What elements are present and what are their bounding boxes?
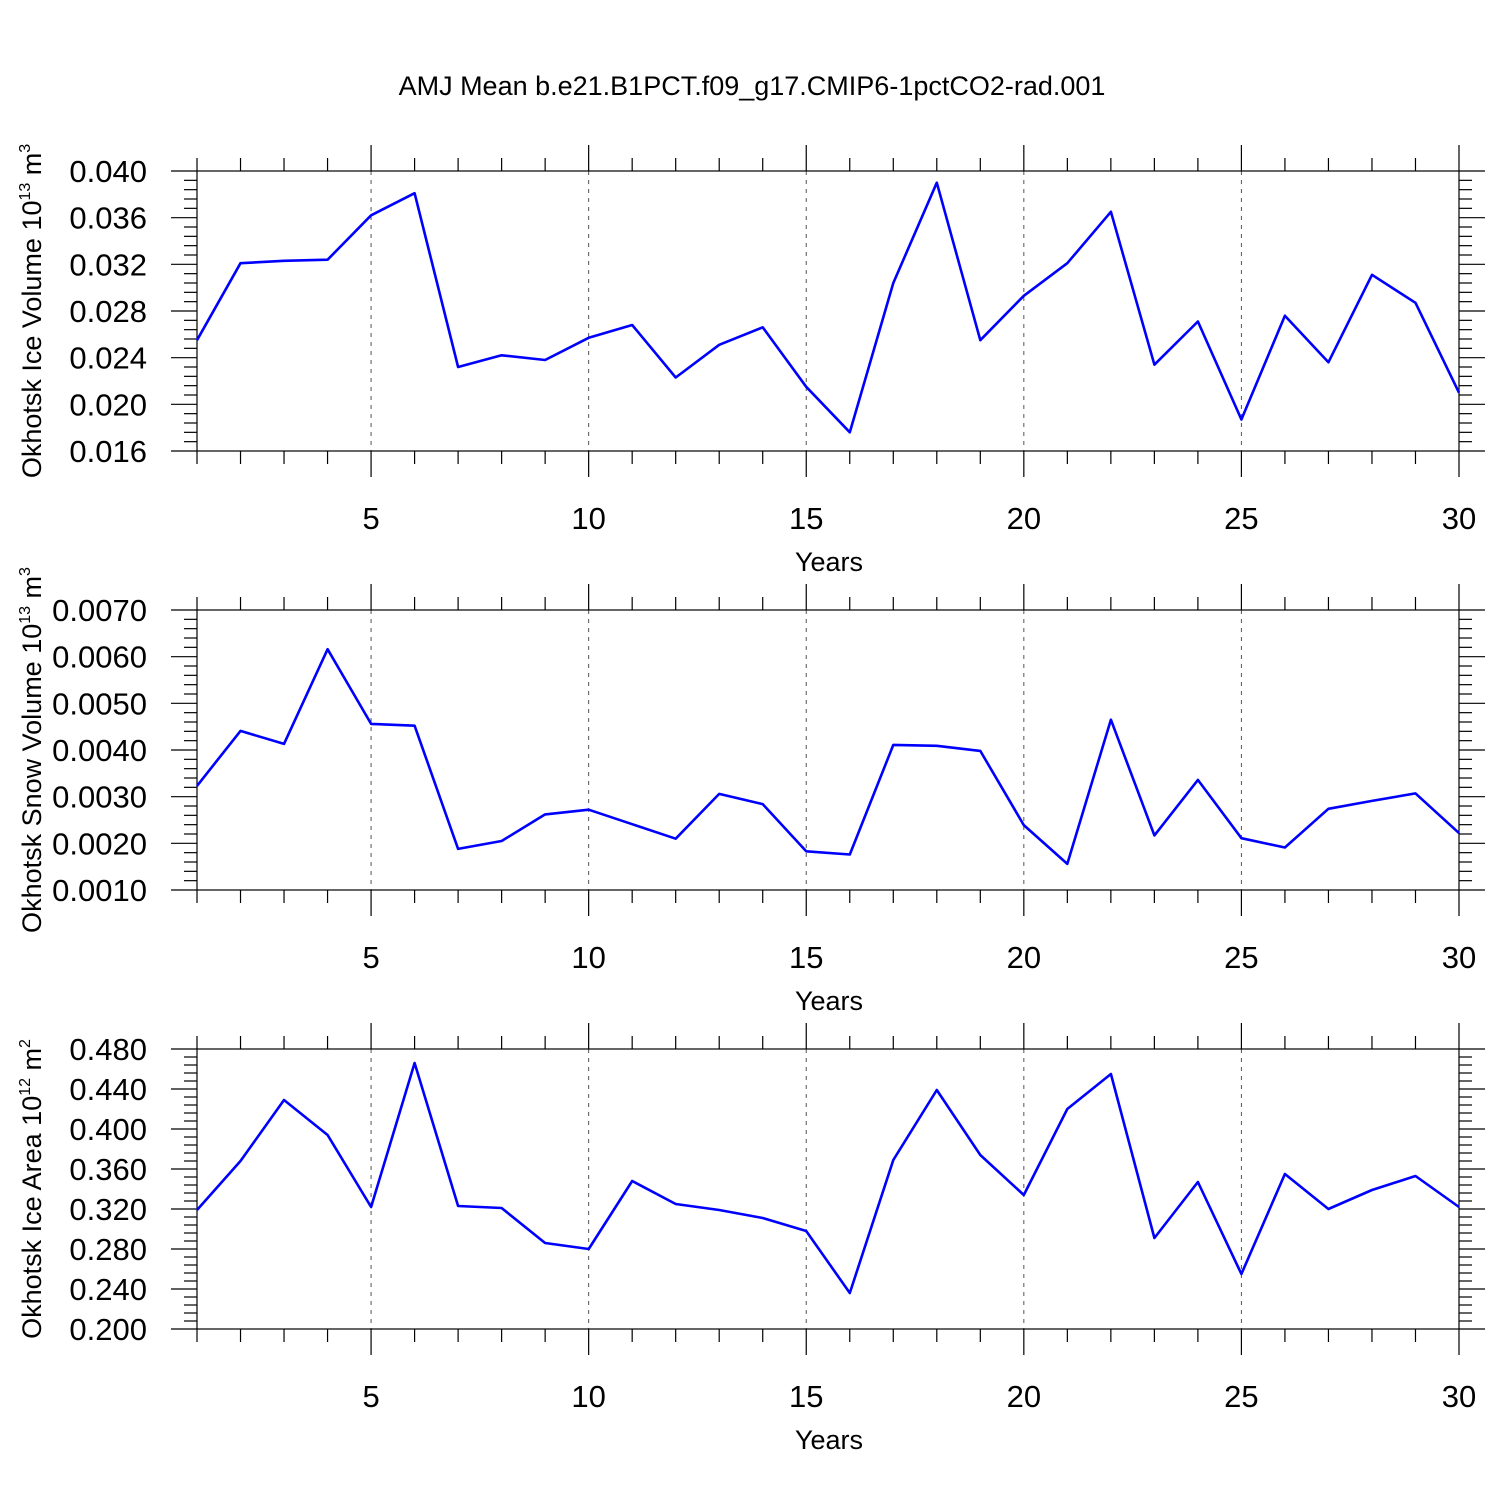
y-axis-title-part: Okhotsk Ice Volume 10 (17, 201, 47, 479)
x-tick-label: 5 (362, 501, 379, 536)
x-tick-label: 20 (1007, 1379, 1041, 1414)
y-tick-label: 0.400 (69, 1112, 147, 1147)
y-axis-title-superscript: 13 (17, 606, 34, 624)
data-series-line (195, 181, 1461, 434)
y-tick-label: 0.040 (69, 154, 147, 189)
y-axis-title-part: Okhotsk Ice Area 10 (17, 1096, 47, 1339)
data-series-line (195, 647, 1460, 866)
plot-frame (196, 1048, 1460, 1330)
x-tick-label: 10 (571, 940, 605, 975)
x-tick-label: 20 (1007, 501, 1041, 536)
y-tick-label: 0.0030 (52, 780, 147, 815)
x-tick-label: 30 (1442, 501, 1476, 536)
y-tick-label: 0.280 (69, 1232, 147, 1267)
x-tick-label: 15 (789, 501, 823, 536)
x-tick-label: 5 (362, 1379, 379, 1414)
y-tick-label: 0.020 (69, 387, 147, 422)
x-tick-label: 10 (571, 1379, 605, 1414)
plot-frame (196, 609, 1460, 891)
x-axis-title: Years (795, 547, 863, 577)
y-tick-label: 0.440 (69, 1072, 147, 1107)
y-tick-label: 0.0040 (52, 733, 147, 768)
y-axis-title-part: Okhotsk Snow Volume 10 (17, 624, 47, 933)
x-axis-title: Years (795, 986, 863, 1016)
x-tick-label: 30 (1442, 1379, 1476, 1414)
x-tick-label: 10 (571, 501, 605, 536)
y-tick-label: 0.036 (69, 201, 147, 236)
x-tick-label: 25 (1224, 501, 1258, 536)
y-tick-label: 0.0050 (52, 686, 147, 721)
y-tick-label: 0.028 (69, 294, 147, 329)
y-axis-title-superscript: 2 (17, 1039, 34, 1048)
y-axis-title: Okhotsk Snow Volume 1013 m3 (17, 567, 47, 933)
y-tick-label: 0.032 (69, 247, 147, 282)
chart-panel-1: 5 10 15 20 25 30 0.016 0.020 0.024 0.028 0.032 0.03… (17, 144, 1485, 577)
y-axis-title-part: m (17, 1048, 47, 1078)
y-axis-title: Okhotsk Ice Volume 1013 m3 (17, 144, 47, 478)
y-tick-label: 0.016 (69, 434, 147, 469)
x-tick-label: 25 (1224, 1379, 1258, 1414)
y-axis-title-superscript: 12 (17, 1078, 34, 1096)
y-tick-label: 0.360 (69, 1152, 147, 1187)
x-tick-label: 15 (789, 940, 823, 975)
y-tick-label: 0.0070 (52, 593, 147, 628)
x-tick-label: 25 (1224, 940, 1258, 975)
chart-panel-2: 5 10 15 20 25 30 0.0010 0.0020 0.0030 0.0040 0.005… (17, 567, 1485, 1016)
x-tick-label: 5 (362, 940, 379, 975)
x-tick-label: 15 (789, 1379, 823, 1414)
y-axis-title-part: m (17, 576, 47, 606)
y-tick-label: 0.0010 (52, 873, 147, 908)
y-axis-title: Okhotsk Ice Area 1012 m2 (17, 1039, 47, 1339)
y-axis-title-superscript: 13 (17, 183, 34, 201)
y-tick-label: 0.480 (69, 1032, 147, 1067)
y-tick-label: 0.240 (69, 1272, 147, 1307)
x-tick-label: 20 (1007, 940, 1041, 975)
y-axis-title-part: m (17, 153, 47, 183)
chart-panel-3: 5 10 15 20 25 30 0.200 0.240 0.280 0.320 0.360 0.40… (17, 1023, 1485, 1455)
y-tick-label: 0.200 (69, 1312, 147, 1347)
y-axis-title-superscript: 3 (17, 144, 34, 153)
chart-title: AMJ Mean b.e21.B1PCT.f09_g17.CMIP6-1pctC… (399, 71, 1106, 101)
y-tick-label: 0.0060 (52, 640, 147, 675)
y-tick-label: 0.0020 (52, 826, 147, 861)
x-tick-label: 30 (1442, 940, 1476, 975)
data-series-line (196, 1061, 1460, 1295)
x-axis-title: Years (795, 1425, 863, 1455)
y-tick-label: 0.024 (69, 341, 147, 376)
y-axis-title-superscript: 3 (17, 567, 34, 576)
y-tick-label: 0.320 (69, 1192, 147, 1227)
